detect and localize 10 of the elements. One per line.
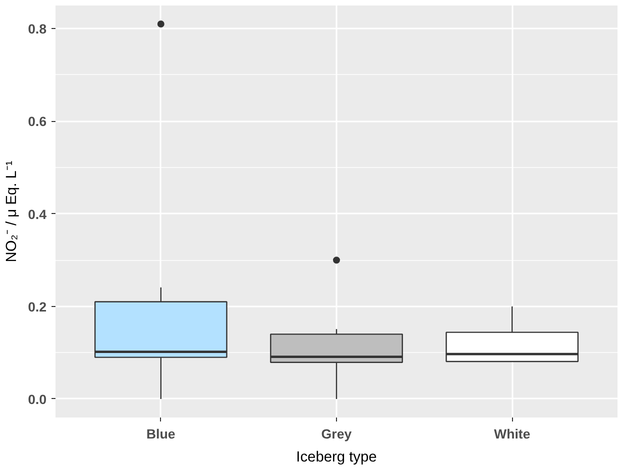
y-axis-title: NO₂⁻ / μ Eq. L⁻¹ bbox=[4, 160, 20, 262]
x-axis-title: Iceberg type bbox=[296, 450, 377, 466]
y-tick-label: 0.0 bbox=[28, 392, 47, 407]
x-tick-label: Grey bbox=[321, 426, 352, 442]
y-tick-label: 0.4 bbox=[28, 206, 48, 222]
x-tick-label: Blue bbox=[146, 426, 176, 442]
y-tick-label: 0.6 bbox=[28, 114, 47, 130]
y-tick-label: 0.2 bbox=[28, 299, 47, 314]
y-tick-label: 0.8 bbox=[28, 22, 47, 37]
x-tick-label: White bbox=[494, 426, 530, 442]
